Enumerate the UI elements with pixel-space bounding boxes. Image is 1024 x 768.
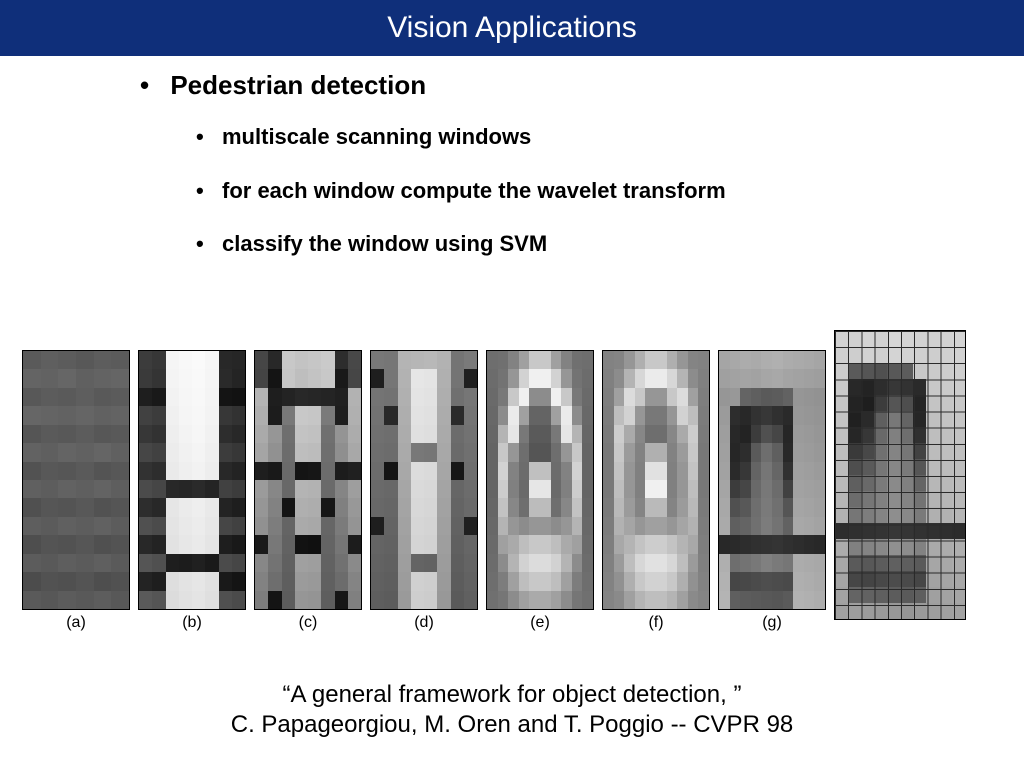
caption-line-1: “A general framework for object detectio… bbox=[283, 681, 742, 708]
wavelet-image bbox=[22, 350, 130, 610]
figure-row: (a) (b) (c) (d) (e) (f) (g) bbox=[22, 350, 966, 632]
figure-panel-c: (c) bbox=[254, 350, 362, 632]
wavelet-image bbox=[138, 350, 246, 610]
main-bullet: Pedestrian detection bbox=[140, 70, 1024, 101]
caption-line-2: C. Papageorgiou, M. Oren and T. Poggio -… bbox=[231, 711, 794, 738]
panel-label: (f) bbox=[648, 614, 663, 632]
pedestrian-image bbox=[834, 330, 966, 620]
figure-panel-b: (b) bbox=[138, 350, 246, 632]
panel-label: (a) bbox=[66, 614, 86, 632]
sub-bullet-list: multiscale scanning windows for each win… bbox=[140, 123, 1024, 258]
sub-bullet-3: classify the window using SVM bbox=[196, 230, 756, 258]
sub-bullet-2: for each window compute the wavelet tran… bbox=[196, 177, 756, 205]
slide-title: Vision Applications bbox=[387, 11, 637, 45]
figure-panel-e: (e) bbox=[486, 350, 594, 632]
panel-label: (b) bbox=[182, 614, 202, 632]
figure-panel-g: (g) bbox=[718, 350, 826, 632]
title-bar: Vision Applications bbox=[0, 0, 1024, 56]
wavelet-image bbox=[602, 350, 710, 610]
wavelet-image bbox=[370, 350, 478, 610]
figure-panel-a: (a) bbox=[22, 350, 130, 632]
panel-label: (c) bbox=[299, 614, 318, 632]
wavelet-image bbox=[486, 350, 594, 610]
grid-overlay bbox=[835, 331, 965, 619]
figure-panel-d: (d) bbox=[370, 350, 478, 632]
wavelet-image bbox=[718, 350, 826, 610]
panel-label: (e) bbox=[530, 614, 550, 632]
content-area: Pedestrian detection multiscale scanning… bbox=[0, 56, 1024, 258]
panel-label: (g) bbox=[762, 614, 782, 632]
figure-panel-f: (f) bbox=[602, 350, 710, 632]
figure-panel-pedestrian bbox=[834, 330, 966, 620]
citation-caption: “A general framework for object detectio… bbox=[0, 680, 1024, 740]
panel-label: (d) bbox=[414, 614, 434, 632]
wavelet-image bbox=[254, 350, 362, 610]
main-bullet-text: Pedestrian detection bbox=[170, 70, 426, 100]
sub-bullet-1: multiscale scanning windows bbox=[196, 123, 756, 151]
